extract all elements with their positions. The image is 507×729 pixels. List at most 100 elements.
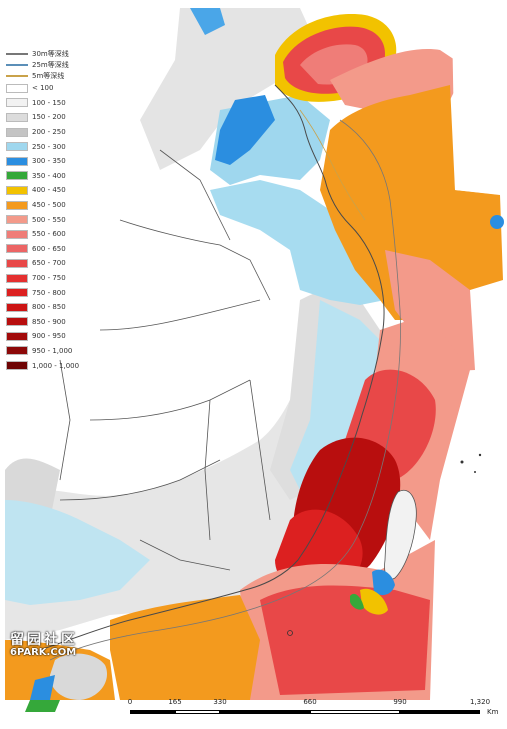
legend-class-swatch xyxy=(6,288,28,298)
legend-class-label: 550 - 600 xyxy=(32,230,66,239)
scale-segment-3 xyxy=(220,710,310,714)
legend-class-row: 1,000 - 1,000 xyxy=(6,358,118,373)
scale-unit: Km xyxy=(487,708,499,716)
legend-class-swatch xyxy=(6,244,28,254)
taiwan-island xyxy=(384,489,417,580)
legend-class-row: 450 - 500 xyxy=(6,198,118,213)
legend-class-label: 450 - 500 xyxy=(32,201,66,210)
legend-class-label: 700 - 750 xyxy=(32,274,66,283)
legend-class-swatch xyxy=(6,142,28,152)
legend-class-label: 600 - 650 xyxy=(32,244,66,253)
legend-class-row: 600 - 650 xyxy=(6,242,118,257)
scale-segment-4 xyxy=(310,710,400,714)
legend-class-label: 650 - 700 xyxy=(32,259,66,268)
bluepatch-northwest xyxy=(190,8,225,35)
scale-bar: 0 165 330 660 990 1,320 Km xyxy=(120,696,505,726)
legend-line-25m: 25m等深线 xyxy=(6,59,118,70)
legend-line-5m-label: 5m等深线 xyxy=(32,71,65,80)
legend-class-label: 300 - 350 xyxy=(32,157,66,166)
hainan-island xyxy=(50,653,108,700)
bathymetry-30m xyxy=(49,119,401,661)
legend-class-label: 1,000 - 1,000 xyxy=(32,361,80,370)
scale-tick-165: 165 xyxy=(168,698,182,706)
scale-tick-330: 330 xyxy=(213,698,227,706)
legend-class-label: 350 - 400 xyxy=(32,171,66,180)
legend-class-row: 500 - 550 xyxy=(6,212,118,227)
legend-class-swatch xyxy=(6,112,28,122)
yellowsea-pink-east xyxy=(385,250,475,372)
legend-class-row: 800 - 850 xyxy=(6,300,118,315)
legend-line-5m-swatch xyxy=(6,74,28,77)
watermark-line2: 6PARK.COM xyxy=(10,646,77,658)
legend-line-30m-swatch xyxy=(6,52,28,55)
legend-class-label: 250 - 300 xyxy=(32,142,66,151)
watermark: 留园社区 6PARK.COM xyxy=(10,633,78,658)
legend-line-5m: 5m等深线 xyxy=(6,70,118,81)
legend-class-row: 250 - 300 xyxy=(6,139,118,154)
legend-class-swatch xyxy=(6,171,28,181)
legend-class-row: 550 - 600 xyxy=(6,227,118,242)
legend-class-label: < 100 xyxy=(32,84,54,93)
legend-class-swatch xyxy=(6,229,28,239)
map-legend: 30m等深线 25m等深线 5m等深线 < 100 100 - 150 150 - … xyxy=(6,48,118,373)
scale-tick-0: 0 xyxy=(127,698,133,706)
legend-class-label: 750 - 800 xyxy=(32,288,66,297)
legend-class-swatch xyxy=(6,258,28,268)
sea-islands xyxy=(287,453,482,636)
legend-class-swatch xyxy=(6,127,28,137)
scale-tick-1320: 1,320 xyxy=(469,698,491,706)
legend-classes: < 100 100 - 150 150 - 200 200 - 250 250 - 30… xyxy=(6,81,118,373)
legend-class-row: 100 - 150 xyxy=(6,96,118,111)
southchinasea-orange-west xyxy=(110,595,260,700)
legend-class-swatch xyxy=(6,83,28,93)
legend-class-row: 150 - 200 xyxy=(6,110,118,125)
legend-class-row: 200 - 250 xyxy=(6,125,118,140)
legend-class-row: 850 - 900 xyxy=(6,315,118,330)
legend-class-row: 950 - 1,000 xyxy=(6,344,118,359)
province-borders xyxy=(59,149,271,571)
legend-class-row: < 100 xyxy=(6,81,118,96)
coastline-main xyxy=(39,84,385,651)
legend-class-label: 400 - 450 xyxy=(32,186,66,195)
taiwan-coast-yellow xyxy=(360,588,388,615)
legend-class-row: 900 - 950 xyxy=(6,329,118,344)
scale-tick-990: 990 xyxy=(393,698,407,706)
legend-class-row: 350 - 400 xyxy=(6,169,118,184)
korea-landmass xyxy=(452,20,503,195)
legend-class-label: 950 - 1,000 xyxy=(32,346,73,355)
legend-class-swatch xyxy=(6,302,28,312)
legend-class-row: 400 - 450 xyxy=(6,183,118,198)
legend-class-swatch xyxy=(6,156,28,166)
legend-class-label: 800 - 850 xyxy=(32,303,66,312)
legend-class-label: 850 - 900 xyxy=(32,317,66,326)
legend-class-swatch xyxy=(6,185,28,195)
legend-class-row: 700 - 750 xyxy=(6,271,118,286)
legend-line-25m-label: 25m等深线 xyxy=(32,60,69,69)
legend-class-label: 150 - 200 xyxy=(32,113,66,122)
legend-class-row: 750 - 800 xyxy=(6,285,118,300)
taiwan-coast-blue xyxy=(372,569,395,596)
coastal-lightblue-south xyxy=(290,300,380,490)
legend-class-swatch xyxy=(6,98,28,108)
legend-class-swatch xyxy=(6,317,28,327)
taiwan-coast-green xyxy=(350,593,364,610)
legend-class-label: 900 - 950 xyxy=(32,332,66,341)
legend-class-label: 200 - 250 xyxy=(32,128,66,137)
legend-class-label: 100 - 150 xyxy=(32,98,66,107)
legend-line-25m-swatch xyxy=(6,63,28,66)
scale-segment-1 xyxy=(130,710,175,714)
hainan-coast-blue xyxy=(30,675,55,700)
scale-segment-2 xyxy=(175,710,220,714)
bluepatch-bohai-west xyxy=(215,95,275,165)
legend-class-swatch xyxy=(6,200,28,210)
legend-class-swatch xyxy=(6,215,28,225)
southchinasea-red xyxy=(260,585,430,695)
korea-island-marker xyxy=(490,215,504,229)
legend-class-row: 650 - 700 xyxy=(6,256,118,271)
legend-class-swatch xyxy=(6,361,28,371)
legend-class-swatch xyxy=(6,331,28,341)
bathymetry-5m xyxy=(299,109,366,221)
legend-class-row: 300 - 350 xyxy=(6,154,118,169)
legend-line-30m-label: 30m等深线 xyxy=(32,49,69,58)
